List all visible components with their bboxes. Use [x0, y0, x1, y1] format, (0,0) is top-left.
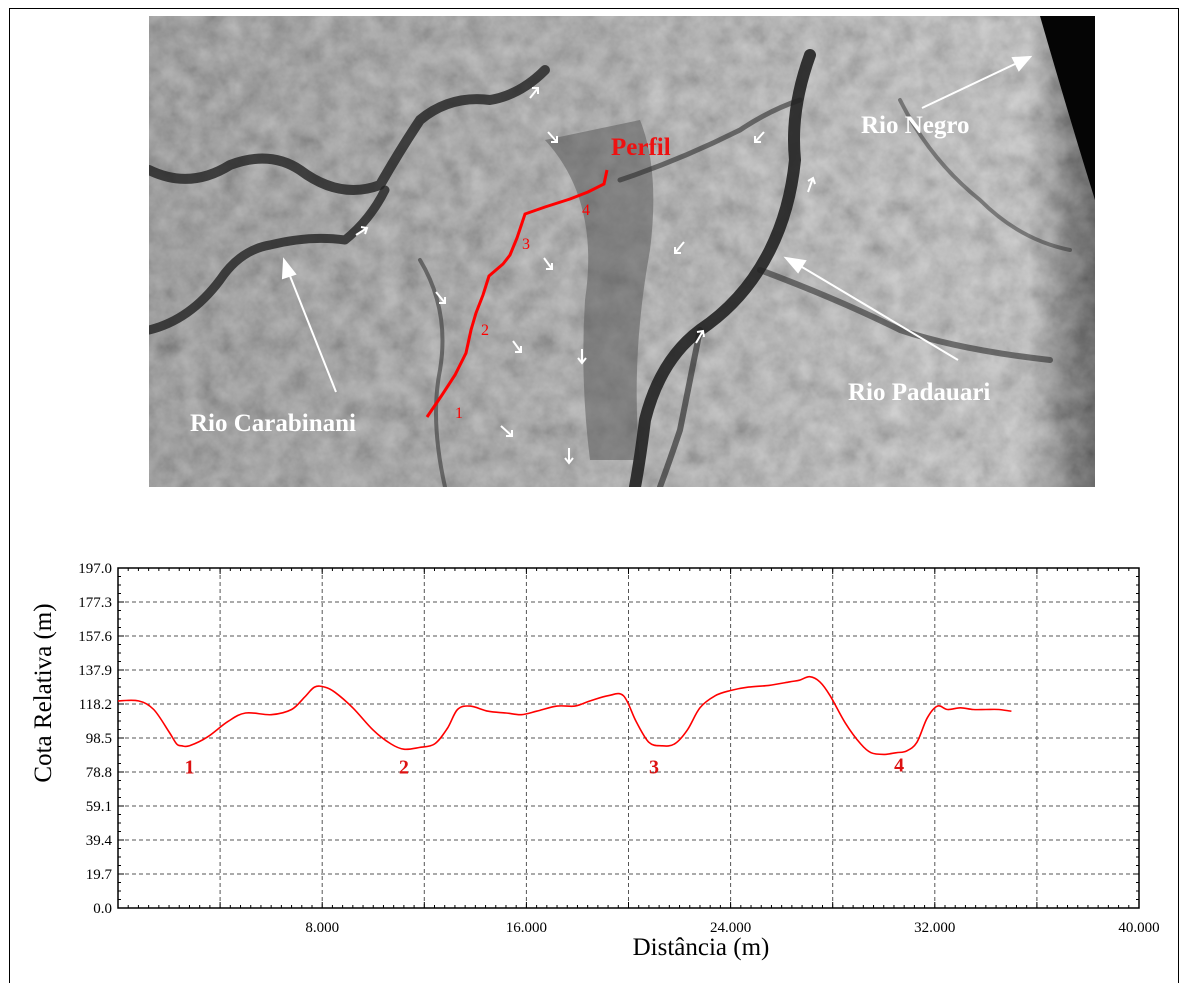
x-tick-label: 24.000 [710, 920, 751, 936]
flow-arrow [577, 349, 587, 365]
y-axis-label: Cota Relativa (m) [30, 603, 57, 782]
valley-lowland [545, 120, 654, 460]
y-tick-label: 137.9 [78, 663, 112, 679]
flow-arrow [754, 131, 765, 143]
x-tick-label: 16.000 [506, 920, 547, 936]
perfil-label: Perfil [611, 134, 671, 161]
profile-line [425, 169, 609, 418]
tributary-4 [418, 258, 447, 487]
rio-carabinani-channel [149, 185, 390, 335]
y-tick-label: 157.6 [78, 629, 112, 645]
y-tick-label: 78.8 [86, 765, 112, 781]
rio-carabinani-label: Rio Carabinani [190, 410, 356, 437]
y-tick-label: 177.3 [78, 595, 112, 611]
valley-annotation: 4 [894, 755, 904, 777]
flow-arrow [435, 291, 446, 304]
valley-annotation: 3 [649, 756, 659, 778]
profile-series-line [117, 675, 1012, 756]
figure-frame [9, 8, 1179, 983]
y-tick-label: 19.7 [86, 867, 113, 883]
y-tick-label: 39.4 [86, 833, 113, 849]
x-tick-label: 8.000 [305, 920, 339, 936]
y-tick-label: 197.0 [78, 561, 112, 577]
flow-arrow [674, 241, 685, 254]
flow-arrow [543, 257, 553, 270]
x-tick-label: 40.000 [1118, 920, 1159, 936]
rio-negro-arrow [921, 55, 1033, 109]
river-north-west [149, 65, 550, 195]
rio-padauari-channel [629, 49, 816, 487]
flow-arrow [512, 340, 522, 353]
x-tick-label: 32.000 [914, 920, 955, 936]
tributary-2 [757, 267, 1053, 363]
rio-padauari-label: Rio Padauari [848, 379, 990, 406]
flow-arrow [500, 425, 513, 437]
tributary-3 [617, 97, 803, 183]
flow-arrow [529, 87, 539, 99]
flow-arrow [695, 329, 705, 344]
x-axis-label: Distância (m) [633, 934, 770, 961]
valley-annotation: 2 [399, 756, 409, 778]
flow-arrow [355, 226, 369, 236]
flow-arrows [355, 87, 816, 465]
chart-grid [118, 568, 1139, 908]
tributary-5 [898, 98, 1072, 252]
x-tick-labels: 8.000 16.000 24.000 32.000 40.000 [305, 920, 1159, 936]
y-tick-label: 59.1 [86, 799, 112, 815]
y-tick-label: 118.2 [79, 697, 112, 713]
flow-arrow [547, 131, 558, 143]
profile-marker-1: 1 [455, 405, 463, 422]
flow-arrow [564, 448, 574, 465]
y-tick-label: 98.5 [86, 731, 112, 747]
rio-negro-label: Rio Negro [861, 112, 970, 139]
profile-marker-3: 3 [522, 236, 530, 253]
rio-negro-water [1040, 16, 1095, 200]
valley-annotation: 1 [184, 756, 194, 778]
rio-padauari-arrow [783, 256, 959, 361]
axis-ticks [117, 567, 1140, 909]
chart-annotations: 1 2 3 4 [184, 755, 904, 779]
tributary-1 [657, 327, 703, 487]
y-tick-labels: 0.0 19.7 39.4 59.1 78.8 98.5 118.2 137.9 157.6 17… [78, 561, 112, 917]
elevation-map: 1 2 3 4 Perfil Rio Negro Rio Carabinani … [149, 16, 1095, 487]
profile-marker-2: 2 [481, 322, 489, 339]
flow-arrow [807, 176, 816, 193]
profile-marker-4: 4 [582, 202, 590, 219]
rio-carabinani-arrow [281, 257, 337, 393]
y-tick-label: 0.0 [93, 901, 112, 917]
